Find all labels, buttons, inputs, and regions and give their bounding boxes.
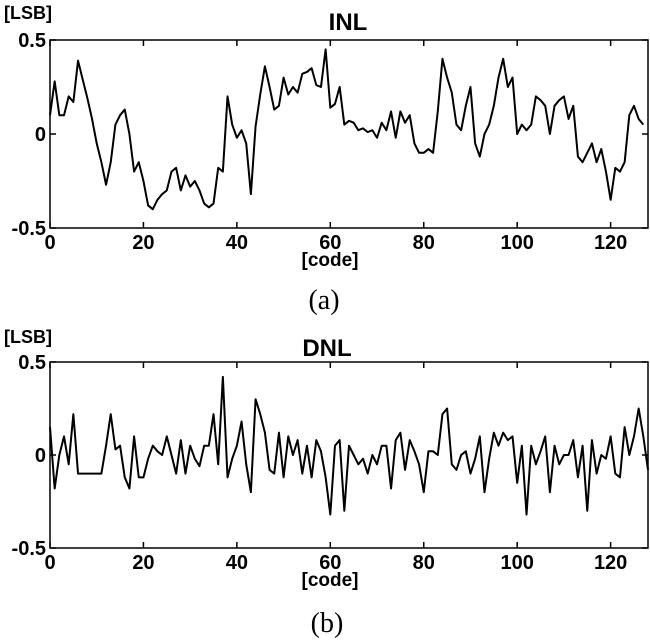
inl-x-tick-label: 0 bbox=[44, 232, 55, 254]
dnl-y-tick-label: -0.5 bbox=[12, 538, 46, 560]
inl-x-tick-label: 120 bbox=[594, 232, 627, 254]
dnl-y-unit: [LSB] bbox=[4, 327, 52, 347]
dnl-title: DNL bbox=[302, 335, 351, 362]
dnl-y-tick-label: 0 bbox=[35, 445, 46, 467]
inl-caption: (a) bbox=[308, 285, 339, 316]
inl-x-tick-label: 100 bbox=[501, 232, 534, 254]
dnl-x-tick-label: 60 bbox=[319, 552, 341, 574]
inl-y-tick-label: -0.5 bbox=[12, 218, 46, 240]
inl-x-tick-label: 20 bbox=[132, 232, 154, 254]
dnl-y-tick-label: 0.5 bbox=[18, 352, 46, 374]
dnl-x-tick-label: 120 bbox=[594, 552, 627, 574]
inl-title: INL bbox=[329, 9, 368, 36]
inl-y-unit: [LSB] bbox=[4, 3, 52, 23]
inl-x-tick-label: 60 bbox=[319, 232, 341, 254]
dnl-x-tick-label: 0 bbox=[44, 552, 55, 574]
inl-y-tick-label: 0 bbox=[35, 124, 46, 146]
inl-x-tick-label: 40 bbox=[226, 232, 248, 254]
dnl-x-tick-label: 80 bbox=[413, 552, 435, 574]
dnl-x-tick-label: 100 bbox=[501, 552, 534, 574]
inl-plot-frame bbox=[49, 39, 649, 229]
dnl-caption: (b) bbox=[311, 608, 344, 639]
inl-x-tick-label: 80 bbox=[413, 232, 435, 254]
dnl-x-label: [code] bbox=[302, 570, 359, 591]
dnl-x-tick-label: 40 bbox=[226, 552, 248, 574]
inl-x-label: [code] bbox=[302, 250, 359, 271]
inl-ticks bbox=[49, 39, 648, 229]
dnl-series-line bbox=[49, 375, 649, 516]
inl-y-tick-label: 0.5 bbox=[18, 30, 46, 52]
dnl-x-tick-label: 20 bbox=[132, 552, 154, 574]
inl-series-line bbox=[49, 48, 645, 211]
dnl-ticks bbox=[49, 361, 648, 549]
